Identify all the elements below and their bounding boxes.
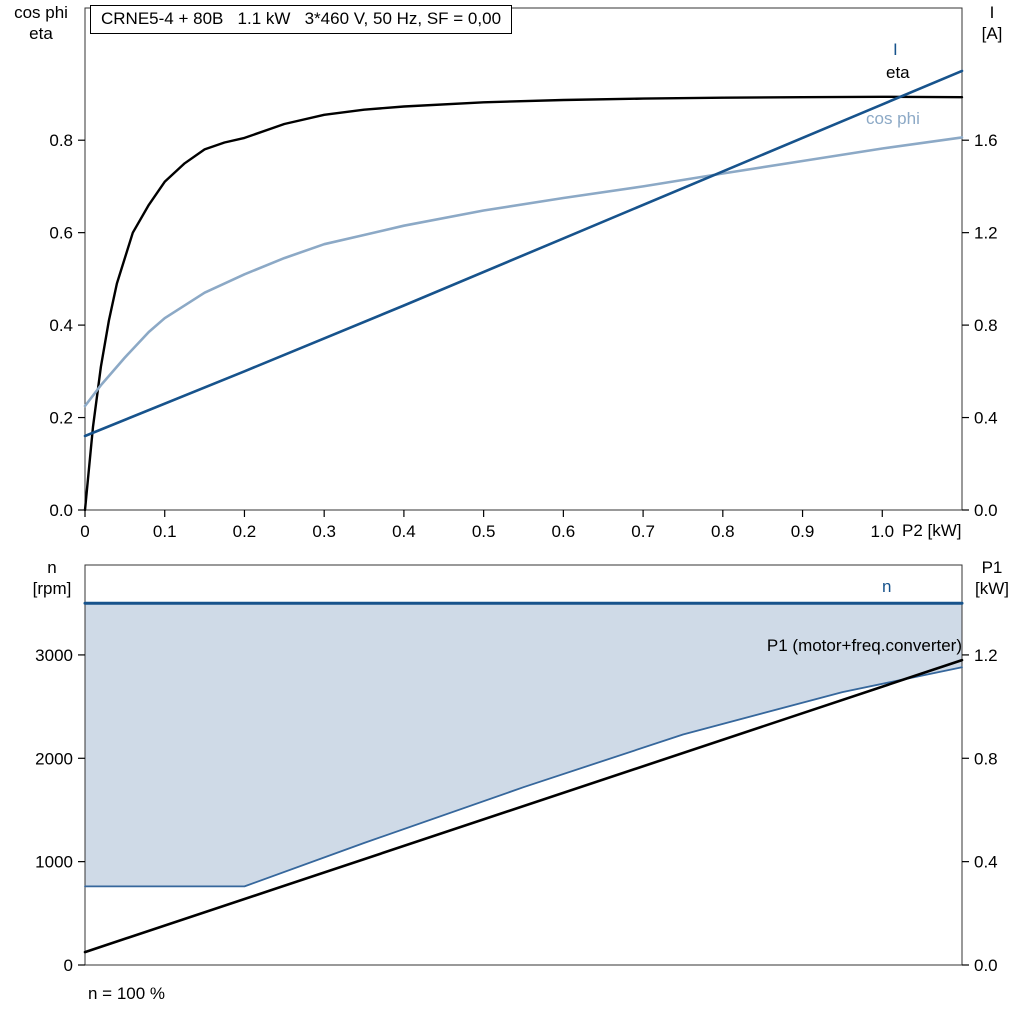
y-left-tick-label: 0.4 — [49, 316, 73, 335]
y-left-tick-label: 3000 — [35, 646, 73, 665]
series-p1-motor-freq-converter- — [83, 658, 964, 954]
x-tick-label: 0.6 — [552, 522, 576, 541]
x-tick-label: 1.0 — [870, 522, 894, 541]
speed-percent-label: n = 100 % — [88, 984, 166, 1003]
p1-curve-label: P1 (motor+freq.converter) — [766, 636, 962, 655]
series-n-min-boundary — [84, 666, 963, 888]
y-right-tick-label: 1.2 — [974, 224, 998, 243]
x-tick-label: 0.3 — [312, 522, 336, 541]
y-right-tick-label: 0.4 — [974, 409, 998, 428]
eta-axis-label: eta — [29, 24, 53, 43]
top-right-axis-title: I [A] — [964, 2, 1020, 44]
y-left-tick-label: 0.8 — [49, 131, 73, 150]
x-tick-label: 0.8 — [711, 522, 735, 541]
series-eta — [83, 95, 964, 512]
y-right-tick-label: 1.2 — [974, 646, 998, 665]
speed-range-area — [85, 603, 962, 887]
cos-phi-curve-label: cos phi — [866, 109, 920, 128]
y-right-tick-label: 0.0 — [974, 956, 998, 975]
p1-unit-label: [kW] — [975, 579, 1009, 598]
plot-frame — [84, 7, 963, 511]
y-left-tick-label: 0.0 — [49, 501, 73, 520]
x-tick-label: 0.5 — [472, 522, 496, 541]
speed-power-chart: 0 1000 2000 3000 0.0 0.4 0.8 1.2 — [35, 564, 998, 975]
series-cos-phi — [83, 136, 964, 408]
x-tick-label: 0 — [80, 522, 89, 541]
x-tick-label: 0.7 — [631, 522, 655, 541]
y-right-tick-label: 0.8 — [974, 749, 998, 768]
current-curve-label: I — [893, 40, 898, 59]
y-right-tick-label: 0.0 — [974, 501, 998, 520]
y-left-tick-label: 2000 — [35, 749, 73, 768]
y-right-tick-label: 0.4 — [974, 853, 998, 872]
y-left-tick-label: 0 — [64, 956, 73, 975]
bottom-right-axis-title: P1 [kW] — [964, 557, 1020, 599]
bottom-left-axis-title: n [rpm] — [20, 557, 84, 599]
x-tick-label: 0.4 — [392, 522, 416, 541]
p1-axis-label: P1 — [981, 558, 1003, 577]
eta-curve-label: eta — [886, 63, 910, 82]
y-right-tick-label: 1.6 — [974, 131, 998, 150]
speed-axis-label: n — [47, 558, 57, 577]
chart-title: CRNE5-4 + 80B 1.1 kW 3*460 V, 50 Hz, SF … — [90, 5, 513, 34]
efficiency-current-chart: 0 0.1 0.2 0.3 0.4 0.5 0.6 0.7 0.8 0.9 1.0 0.0 0.2 0.4… — [49, 7, 998, 541]
speed-unit-label: [rpm] — [32, 579, 72, 598]
p2-axis-label: P2 [kW] — [902, 521, 962, 540]
x-tick-label: 0.2 — [233, 522, 257, 541]
y-left-tick-label: 1000 — [35, 853, 73, 872]
y-left-tick-label: 0.6 — [49, 224, 73, 243]
y-right-tick-label: 0.8 — [974, 316, 998, 335]
x-tick-label: 0.9 — [791, 522, 815, 541]
current-axis-label: I — [989, 3, 995, 22]
current-unit-label: [A] — [981, 24, 1003, 43]
x-tick-label: 0.1 — [153, 522, 177, 541]
y-left-tick-label: 0.2 — [49, 409, 73, 428]
top-left-axis-title: cos phi eta — [0, 2, 82, 44]
cos-phi-axis-label: cos phi — [14, 3, 68, 22]
plot-frame — [84, 564, 963, 966]
n-curve-label: n — [882, 577, 892, 596]
series-i — [83, 69, 964, 438]
